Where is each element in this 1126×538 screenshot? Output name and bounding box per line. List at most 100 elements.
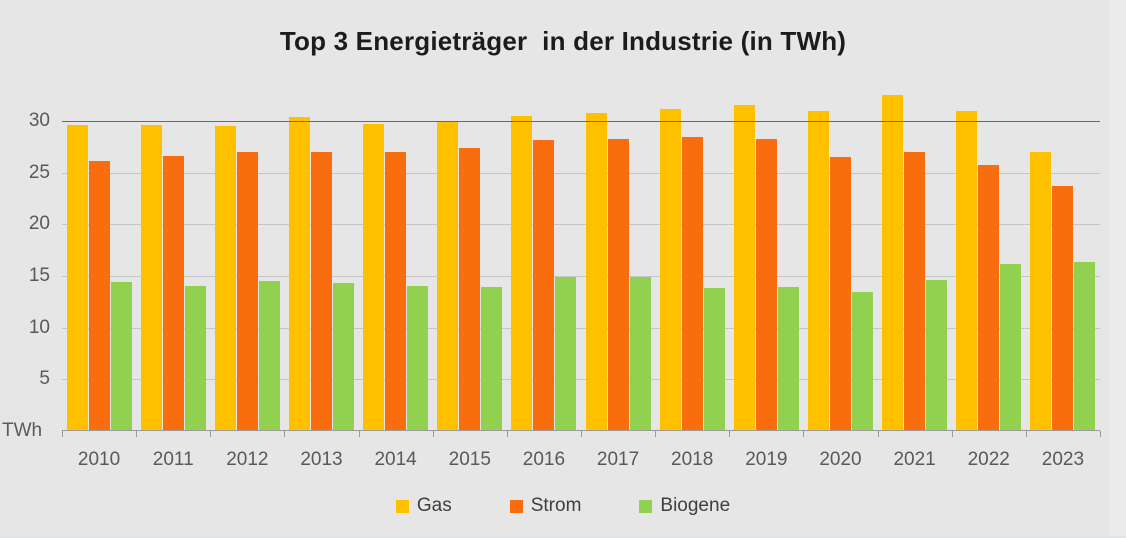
bar-strom-2012 (236, 152, 258, 430)
bar-strom-2017 (607, 138, 629, 430)
legend-item-strom: Strom (509, 495, 582, 517)
x-axis-tick (1025, 431, 1027, 437)
bar-group-2020 (803, 90, 877, 430)
x-axis-label-2023: 2023 (1041, 449, 1085, 470)
x-axis-tick (210, 431, 212, 437)
bar-biogene-2015 (481, 287, 503, 430)
chart-title: Top 3 Energieträger in der Industrie (in… (279, 26, 847, 56)
x-axis-label-2018: 2018 (671, 449, 714, 470)
x-axis-label-2020: 2020 (819, 449, 862, 470)
gridline-10 (62, 327, 1100, 329)
bar-biogene-2018 (703, 288, 725, 430)
gridline-30 (62, 121, 1100, 122)
bar-biogene-2016 (555, 277, 577, 430)
bar-group-2010 (62, 90, 136, 430)
bar-groups (62, 90, 1100, 430)
x-axis-tick (506, 431, 508, 437)
bar-biogene-2023 (1074, 261, 1096, 430)
chart-legend: Gas Strom Biogene (0, 495, 1126, 517)
bar-strom-2022 (978, 165, 1000, 430)
bar-group-2012 (210, 90, 284, 430)
bar-gas-2014 (363, 124, 385, 430)
x-axis-label-2013: 2013 (300, 449, 343, 470)
gridline-5 (62, 379, 1100, 381)
x-axis-tick (432, 431, 434, 437)
bar-gas-2023 (1030, 152, 1052, 430)
x-axis-tick (358, 431, 360, 437)
bar-group-2013 (284, 90, 358, 430)
bar-biogene-2022 (1000, 263, 1022, 430)
y-axis-label-25: 25 (28, 161, 50, 183)
bar-strom-2014 (385, 152, 407, 430)
bar-strom-2018 (681, 136, 703, 430)
bar-strom-2015 (459, 147, 481, 430)
x-axis-tick (1100, 431, 1101, 437)
legend-item-gas: Gas (395, 495, 452, 517)
legend-label: Strom (530, 495, 582, 516)
bar-gas-2013 (288, 116, 310, 430)
legend-label: Gas (416, 495, 452, 516)
bar-gas-2017 (585, 112, 607, 430)
x-axis-label-2015: 2015 (448, 449, 491, 470)
bar-gas-2022 (956, 110, 978, 430)
x-axis-tick (136, 431, 138, 437)
bar-biogene-2019 (777, 287, 799, 430)
bar-group-2021 (878, 90, 952, 430)
x-axis-tick (729, 431, 731, 437)
x-axis-labels: 2010 2011 2012 2013 2014 2015 2016 2017 2018 2019… (62, 449, 1100, 471)
x-axis-label-2012: 2012 (226, 449, 269, 470)
legend-swatch-icon (395, 499, 409, 513)
bar-group-2015 (433, 90, 507, 430)
bar-biogene-2011 (184, 286, 206, 430)
bar-group-2018 (655, 90, 729, 430)
bar-gas-2015 (437, 122, 459, 430)
bar-group-2017 (581, 90, 655, 430)
bar-strom-2013 (310, 152, 332, 430)
legend-item-biogene: Biogene (639, 495, 730, 517)
y-axis-label-15: 15 (28, 265, 50, 286)
x-axis-tick (284, 431, 286, 437)
bar-biogene-2021 (926, 280, 948, 430)
bar-biogene-2014 (407, 286, 429, 430)
bar-gas-2018 (659, 108, 681, 430)
bar-gas-2012 (214, 126, 236, 430)
bar-gas-2021 (882, 95, 904, 430)
y-axis-label-10: 10 (28, 316, 50, 338)
plot-area (62, 90, 1101, 437)
bar-group-2016 (507, 90, 581, 430)
bar-strom-2016 (533, 139, 555, 430)
y-axis-label-20: 20 (28, 213, 50, 235)
x-axis-tick (803, 431, 805, 437)
slide-edge-strip (1110, 0, 1126, 536)
x-axis-tick (62, 431, 63, 437)
bar-biogene-2013 (332, 283, 354, 430)
y-axis-label-30: 30 (28, 110, 50, 131)
legend-swatch-icon (509, 499, 523, 513)
bar-gas-2020 (807, 110, 829, 430)
bar-biogene-2012 (258, 281, 280, 430)
y-axis-unit-label: TWh (2, 420, 43, 441)
bar-strom-2020 (829, 157, 851, 430)
x-axis-label-2019: 2019 (745, 449, 788, 470)
x-axis-tick (655, 431, 657, 437)
legend-label: Biogene (660, 495, 731, 516)
x-axis-label-2017: 2017 (596, 449, 640, 470)
x-axis-label-2010: 2010 (77, 449, 121, 470)
bar-group-2019 (729, 90, 803, 430)
bar-gas-2016 (511, 115, 533, 430)
x-axis-label-2022: 2022 (967, 449, 1010, 470)
bar-strom-2023 (1052, 186, 1074, 430)
bar-gas-2010 (66, 125, 88, 430)
legend-swatch-icon (639, 499, 653, 513)
gridline-25 (62, 172, 1100, 174)
gridline-15 (62, 276, 1100, 277)
bar-biogene-2020 (851, 291, 873, 430)
gridline-20 (62, 224, 1100, 226)
x-axis-label-2011: 2011 (152, 449, 194, 470)
x-axis-label-2021: 2021 (893, 449, 936, 470)
x-axis-tick (951, 431, 953, 437)
x-axis-label-2014: 2014 (374, 449, 417, 470)
x-axis-tick (581, 431, 582, 437)
x-axis-label-2016: 2016 (522, 449, 566, 470)
